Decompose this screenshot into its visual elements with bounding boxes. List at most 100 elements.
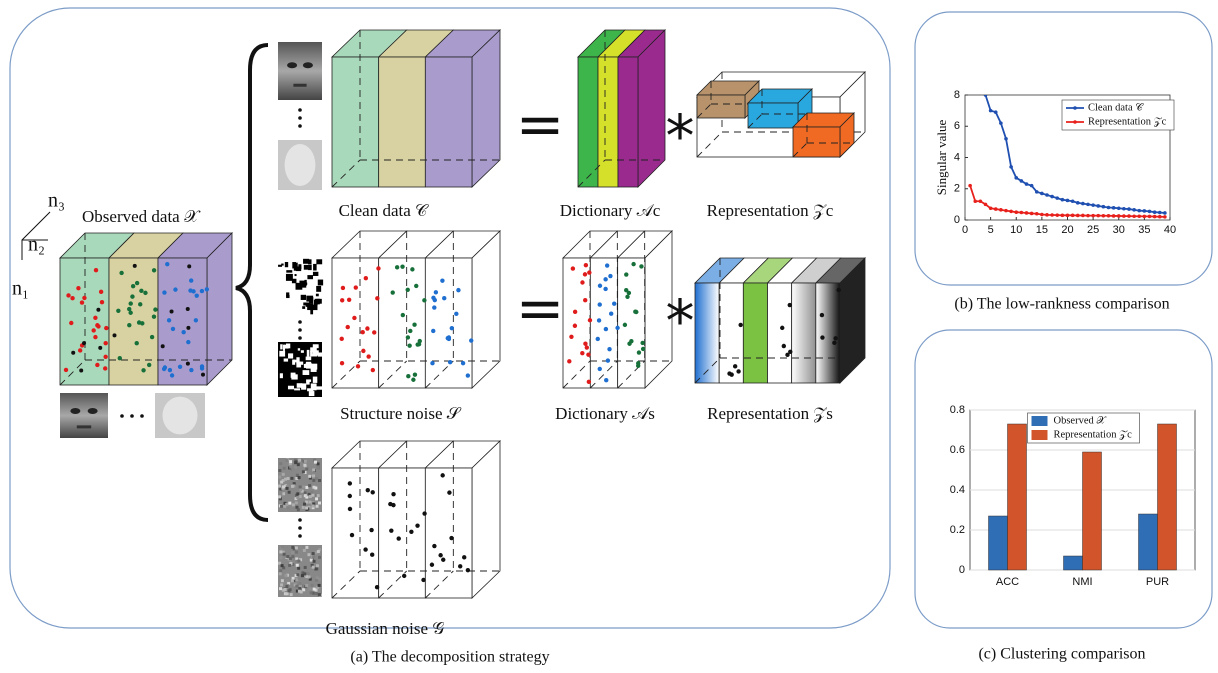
- bar: [1083, 452, 1102, 570]
- point: [1009, 210, 1013, 214]
- point: [999, 121, 1003, 125]
- thumbnail: [315, 592, 318, 595]
- dot: [434, 290, 438, 294]
- dot: [466, 373, 470, 377]
- dot: [167, 318, 171, 322]
- point: [1050, 213, 1054, 217]
- dot: [788, 303, 792, 307]
- prism-front: [697, 95, 745, 118]
- thumbnail: [288, 502, 291, 505]
- prism-side: [472, 231, 500, 388]
- dot: [627, 291, 631, 295]
- dot: [135, 341, 139, 345]
- prism-front: [590, 258, 617, 388]
- thumbnail: [318, 593, 321, 596]
- x-tick-label: 10: [1010, 224, 1022, 236]
- thumbnail: [313, 560, 316, 563]
- ellipsis: [120, 414, 124, 418]
- thumbnail: [308, 475, 311, 478]
- dot: [624, 272, 628, 276]
- thumbnail: [88, 408, 98, 414]
- dot: [340, 361, 344, 365]
- point: [1081, 214, 1085, 218]
- thumbnail: [289, 460, 292, 463]
- point: [1112, 206, 1116, 210]
- thumbnail: [278, 495, 281, 498]
- dot: [168, 368, 172, 372]
- point: [968, 184, 972, 188]
- dot: [609, 311, 613, 315]
- dot: [127, 323, 131, 327]
- legend-label: Representation 𝒵c: [1054, 428, 1133, 440]
- thumbnail: [305, 486, 308, 489]
- dot: [418, 339, 422, 343]
- thumbnail: [306, 381, 309, 384]
- thumbnail: [296, 564, 299, 567]
- dot: [569, 335, 573, 339]
- point: [1025, 182, 1029, 186]
- dot: [366, 488, 370, 492]
- legend-label: Clean data 𝒞: [1088, 101, 1144, 113]
- dot: [454, 312, 458, 316]
- dot: [580, 280, 584, 284]
- ellipsis: [298, 124, 302, 128]
- point: [1045, 213, 1049, 217]
- thumbnail: [315, 497, 318, 500]
- x-tick-label: 20: [1061, 224, 1073, 236]
- thumbnail: [288, 564, 291, 567]
- point: [1081, 202, 1085, 206]
- thumbnail: [305, 584, 308, 587]
- thumbnail: [298, 587, 301, 590]
- dot: [449, 536, 453, 540]
- prism-front: [793, 127, 840, 157]
- thumbnail: [288, 386, 294, 390]
- dot: [66, 293, 70, 297]
- thumbnail: [284, 574, 287, 577]
- thumbnail: [303, 503, 306, 506]
- thumbnail: [281, 564, 284, 567]
- thumbnail: [286, 555, 289, 558]
- dot: [98, 346, 102, 350]
- dot: [372, 330, 376, 334]
- dot: [365, 326, 369, 330]
- point: [1102, 205, 1106, 209]
- point: [1143, 215, 1147, 219]
- dot: [432, 305, 436, 309]
- dot: [636, 364, 640, 368]
- dot: [607, 347, 611, 351]
- thumbnail: [302, 545, 305, 548]
- dot: [93, 316, 97, 320]
- dot: [583, 272, 587, 276]
- thumbnail: [278, 265, 282, 267]
- point: [1091, 214, 1095, 218]
- dot: [135, 281, 139, 285]
- thumbnail: [304, 364, 309, 368]
- prism-front: [816, 283, 840, 383]
- dot: [363, 547, 367, 551]
- point: [1163, 211, 1167, 215]
- dot: [400, 264, 404, 268]
- ellipsis: [298, 108, 302, 112]
- thumbnail: [286, 477, 289, 480]
- x-tick-label: 15: [1036, 224, 1048, 236]
- thumbnail: [305, 467, 308, 470]
- thumbnail: [294, 466, 297, 469]
- bar: [1008, 424, 1027, 570]
- x-tick-label: 35: [1138, 224, 1150, 236]
- dot: [391, 492, 395, 496]
- point: [1086, 214, 1090, 218]
- dot: [446, 336, 450, 340]
- thumbnail: [298, 582, 301, 585]
- thumbnail: [301, 350, 304, 353]
- thumbnail: [299, 362, 303, 365]
- dot: [421, 578, 425, 582]
- thumbnail: [281, 545, 284, 548]
- dot: [598, 284, 602, 288]
- point: [1153, 215, 1157, 219]
- thumbnail: [296, 492, 299, 495]
- dot: [371, 490, 375, 494]
- thumbnail: [287, 507, 290, 510]
- label: Gaussian noise 𝒢: [326, 619, 445, 638]
- dot: [833, 336, 837, 340]
- dot: [598, 302, 602, 306]
